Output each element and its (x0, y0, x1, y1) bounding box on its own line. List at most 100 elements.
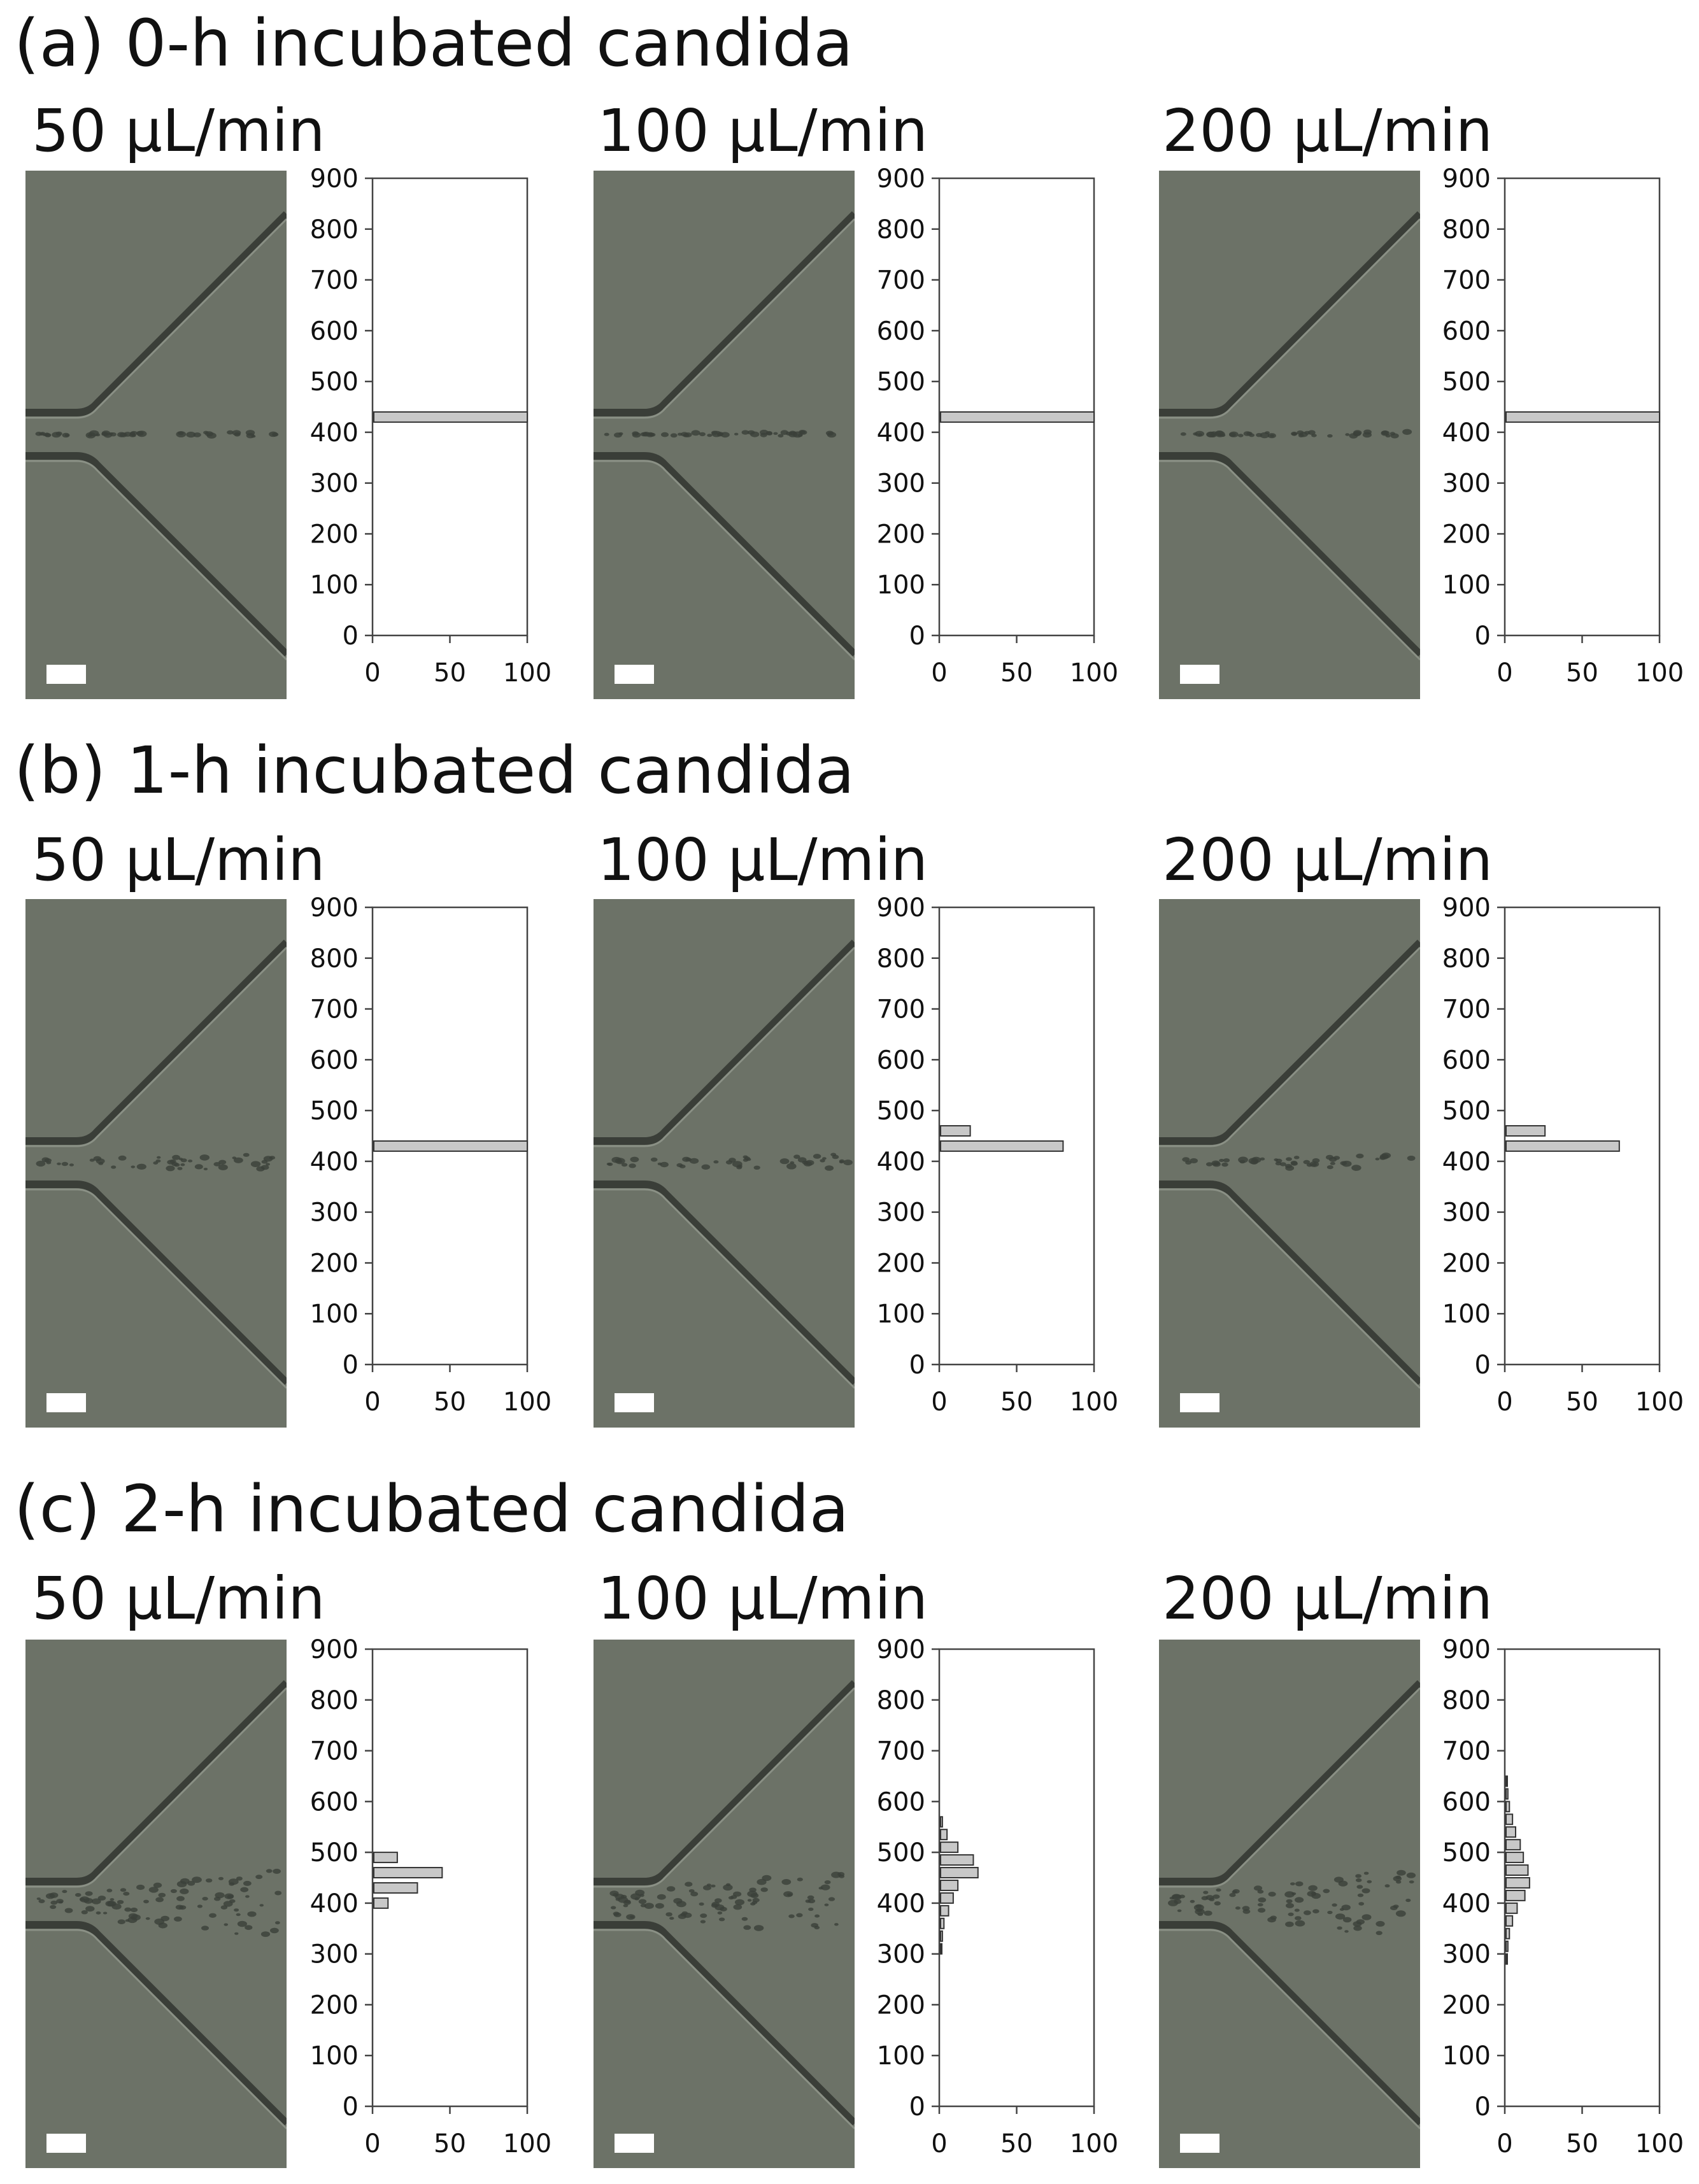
histogram-a-200: 0 100 200 300 400 500 600 700 800 900 0 50 100 (1432, 164, 1684, 688)
y-tick-label: 100 (1442, 2041, 1491, 2071)
histogram-bar (940, 1816, 943, 1828)
flow-label-a-200: 200 μL/min (1162, 97, 1493, 165)
histogram-bar (1505, 1813, 1514, 1826)
histogram-bar (940, 1125, 971, 1137)
y-tick-label: 200 (310, 520, 359, 549)
y-tick-label: 100 (877, 1300, 925, 1329)
histogram-bar (1505, 1775, 1508, 1787)
y-tick-label: 200 (1442, 1990, 1491, 2020)
x-tick-label: 0 (364, 2129, 380, 2159)
histogram-bar (1505, 1852, 1525, 1864)
histogram-b-100: 0 100 200 300 400 500 600 700 800 900 0 50 100 (866, 893, 1119, 1417)
micrograph-a-200 (1159, 171, 1420, 699)
histogram-bar (1505, 1864, 1529, 1876)
y-tick-label: 500 (310, 1096, 359, 1126)
histogram-a-100: 0 100 200 300 400 500 600 700 800 900 0 50 100 (866, 164, 1119, 688)
y-tick-label: 300 (877, 1940, 925, 1969)
y-tick-label: 0 (343, 1351, 359, 1380)
flow-label-c-50: 50 μL/min (32, 1564, 325, 1633)
histogram-bar (1505, 1902, 1518, 1914)
y-tick-label: 200 (877, 1249, 925, 1278)
x-tick-label: 50 (1000, 658, 1033, 688)
y-tick-label: 100 (1442, 1300, 1491, 1329)
flow-label-c-200: 200 μL/min (1162, 1564, 1493, 1633)
y-tick-label: 500 (310, 367, 359, 397)
flow-label-a-100: 100 μL/min (597, 97, 928, 165)
plot-frame (938, 177, 1095, 637)
channel-wall (25, 1680, 287, 2127)
scale-bar (1180, 1393, 1219, 1412)
micrograph-b-100 (594, 899, 855, 1428)
channel-wall (25, 211, 287, 658)
histogram-bar (1505, 411, 1660, 423)
y-tick-label: 700 (310, 266, 359, 295)
y-tick-label: 400 (310, 1147, 359, 1177)
plot-frame (1504, 1648, 1661, 2108)
y-tick-label: 900 (1442, 1635, 1491, 1664)
histogram-b-50: 0 100 200 300 400 500 600 700 800 900 0 50 100 (299, 893, 552, 1417)
histogram-bar (373, 1140, 528, 1152)
y-tick-label: 200 (877, 520, 925, 549)
y-tick-label: 600 (310, 1787, 359, 1817)
scale-bar (46, 1393, 86, 1412)
y-tick-label: 900 (877, 893, 925, 923)
y-tick-label: 500 (1442, 1096, 1491, 1126)
y-tick-label: 800 (877, 944, 925, 974)
y-tick-label: 200 (1442, 1249, 1491, 1278)
channel-wall (594, 1680, 855, 2127)
histogram-bar (373, 411, 528, 423)
y-tick-label: 900 (877, 1635, 925, 1664)
scale-bar (46, 665, 86, 684)
y-tick-label: 900 (877, 164, 925, 194)
histogram-bar (940, 1904, 949, 1917)
x-tick-label: 0 (931, 1387, 947, 1417)
y-tick-label: 400 (877, 1889, 925, 1918)
x-tick-label: 0 (364, 1387, 380, 1417)
micrograph-c-200 (1159, 1640, 1420, 2168)
y-tick-label: 300 (1442, 1198, 1491, 1228)
y-tick-label: 400 (1442, 1147, 1491, 1177)
y-tick-label: 200 (310, 1990, 359, 2020)
y-tick-label: 900 (310, 164, 359, 194)
y-tick-label: 700 (877, 266, 925, 295)
y-tick-label: 0 (343, 2092, 359, 2122)
y-tick-label: 400 (1442, 1889, 1491, 1918)
y-tick-label: 300 (877, 1198, 925, 1228)
histogram-bar (1505, 1877, 1530, 1889)
y-tick-label: 500 (877, 1838, 925, 1868)
y-tick-label: 500 (310, 1838, 359, 1868)
y-tick-label: 700 (310, 1737, 359, 1766)
x-tick-label: 0 (931, 658, 947, 688)
histogram-bar (373, 1867, 443, 1878)
x-tick-label: 50 (434, 658, 466, 688)
channel-wall (594, 211, 855, 658)
histogram-bar (940, 1879, 959, 1891)
y-tick-label: 400 (310, 418, 359, 448)
y-tick-label: 800 (310, 944, 359, 974)
y-tick-label: 600 (1442, 1046, 1491, 1075)
y-tick-label: 700 (310, 995, 359, 1025)
y-tick-label: 900 (310, 893, 359, 923)
y-tick-label: 800 (310, 1686, 359, 1715)
histogram-bar (940, 1892, 954, 1904)
histogram-bar (1505, 1801, 1511, 1813)
y-tick-label: 500 (1442, 367, 1491, 397)
y-tick-label: 700 (1442, 266, 1491, 295)
y-tick-label: 900 (1442, 893, 1491, 923)
y-tick-label: 700 (877, 995, 925, 1025)
histogram-bar (1505, 1788, 1509, 1800)
scale-bar (1180, 2134, 1219, 2153)
y-tick-label: 600 (877, 316, 925, 346)
y-tick-label: 800 (310, 215, 359, 245)
x-tick-label: 50 (434, 2129, 466, 2159)
y-tick-label: 0 (1475, 1351, 1491, 1380)
y-tick-label: 300 (310, 469, 359, 499)
histogram-bar (373, 1882, 418, 1894)
y-tick-label: 300 (1442, 1940, 1491, 1969)
y-tick-label: 800 (877, 215, 925, 245)
y-tick-label: 500 (1442, 1838, 1491, 1868)
y-tick-label: 700 (1442, 1737, 1491, 1766)
y-tick-label: 800 (1442, 1686, 1491, 1715)
x-tick-label: 0 (1496, 2129, 1512, 2159)
x-tick-label: 0 (931, 2129, 947, 2159)
